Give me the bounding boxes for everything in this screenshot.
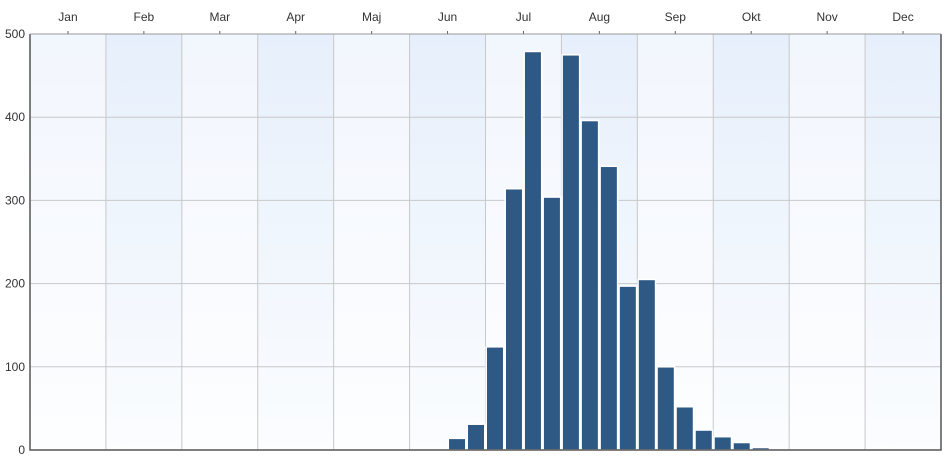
x-tick-labels: Jan Feb Mar Apr Maj Jun Jul Aug Sep Okt Nov Dec (58, 10, 914, 34)
x-tick-label: Nov (816, 10, 837, 24)
histogram-bar (618, 285, 638, 451)
histogram-bar (732, 441, 752, 451)
month-band (30, 34, 106, 450)
histogram-bar (713, 435, 733, 451)
histogram-bar (523, 50, 543, 451)
month-band (333, 34, 410, 450)
x-tick-label: Jan (58, 10, 77, 24)
histogram-bar (485, 346, 505, 451)
x-tick-label: Jul (516, 10, 531, 24)
histogram-bar (561, 54, 581, 451)
histogram-bar (580, 119, 600, 451)
histogram-bar (542, 196, 562, 451)
month-band (181, 34, 258, 450)
histogram-bar (504, 188, 524, 451)
axes (29, 33, 942, 451)
y-tick-label: 0 (18, 443, 25, 457)
x-tick-label: Apr (286, 10, 305, 24)
x-tick-label: Aug (589, 10, 610, 24)
x-tick-label: Maj (362, 10, 381, 24)
x-tick-label: Mar (209, 10, 230, 24)
x-tick-label: Dec (892, 10, 913, 24)
y-tick-label: 100 (5, 360, 25, 374)
x-tick-label: Okt (742, 10, 761, 24)
histogram-bar (694, 429, 714, 451)
month-band (713, 34, 790, 450)
histogram-bar (599, 165, 619, 451)
month-band (409, 34, 486, 450)
histogram-bar (675, 405, 695, 451)
y-tick-label: 400 (5, 110, 25, 124)
y-tick-label: 300 (5, 193, 25, 207)
month-band (257, 34, 334, 450)
y-tick-label: 500 (5, 27, 25, 41)
month-band (789, 34, 866, 450)
y-tick-label: 200 (5, 277, 25, 291)
x-tick-label: Jun (438, 10, 457, 24)
histogram-bar (656, 366, 676, 451)
x-tick-label: Feb (134, 10, 155, 24)
month-band (865, 34, 941, 450)
histogram-bar (466, 423, 486, 451)
x-tick-label: Sep (665, 10, 687, 24)
y-tick-labels: 0 100 200 300 400 500 (5, 27, 25, 457)
month-band (105, 34, 182, 450)
histogram-bar (447, 437, 467, 451)
histogram-bar (637, 278, 657, 451)
axis-frame (29, 34, 942, 451)
